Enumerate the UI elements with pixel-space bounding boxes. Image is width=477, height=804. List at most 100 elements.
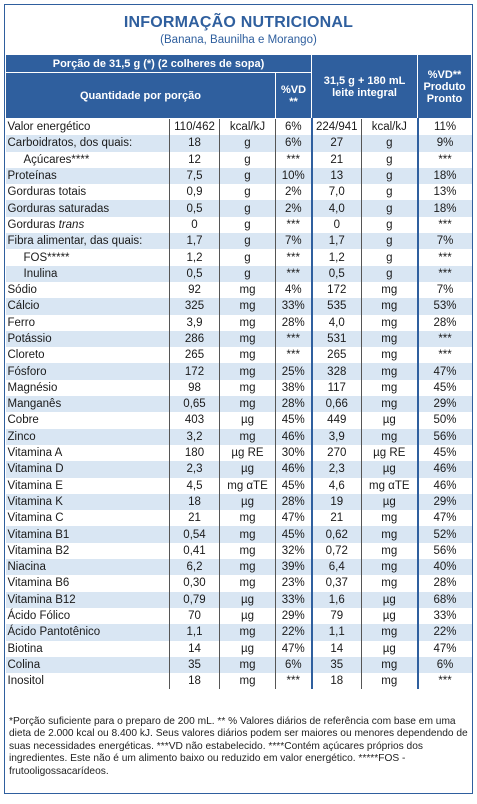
vd-cell: 47% (274, 510, 312, 527)
value-cell: 0,62 (310, 526, 362, 543)
value-cell: 1,2 (310, 249, 362, 266)
nutrient-row: Ácido Pantotênico 1,1 mg 22% 1,1 mg 22% (5, 624, 472, 641)
vd-cell: 28% (274, 493, 312, 511)
nutrient-label: Vitamina C (7, 512, 64, 525)
value-cell: 18 (169, 493, 220, 511)
vd-cell: 47% (416, 640, 472, 657)
nutrient-name: Manganês (5, 396, 170, 413)
nutrient-row: Proteínas 7,5 g 10% 13 g 18% (5, 167, 472, 185)
unit-cell: g (219, 167, 276, 185)
value-cell: 27 (310, 135, 362, 152)
unit-cell: g (361, 249, 418, 266)
value-cell: 92 (169, 281, 220, 299)
nutrient-label: Vitamina K (7, 495, 63, 508)
vd-cell: 45% (416, 379, 472, 397)
nutrient-row: Cálcio 325 mg 33% 535 mg 53% (5, 298, 472, 315)
value-cell: 172 (169, 363, 220, 380)
unit-cell: mg (361, 347, 418, 364)
vd-cell: 38% (274, 379, 312, 397)
nutrient-name: Cálcio (5, 298, 170, 315)
value-cell: 18 (310, 673, 362, 690)
nutrient-name: Zinco (5, 428, 170, 445)
nutrition-table: Porção de 31,5 g (*) (2 colheres de sopa… (4, 54, 473, 690)
nutrient-label: Biotina (7, 642, 43, 655)
vd-cell: 9% (416, 135, 472, 152)
unit-cell: µg (361, 591, 418, 608)
nutrient-label: Fósforo (7, 365, 47, 378)
nutrient-label: Ácido Fólico (7, 610, 71, 623)
nutrient-name: FOS***** (6, 249, 170, 265)
unit-cell: g (219, 200, 276, 217)
nutrient-label: Vitamina E (7, 479, 63, 492)
vd-cell: 7% (416, 281, 472, 299)
vd-cell: 18% (416, 167, 472, 185)
unit-cell: g (361, 265, 418, 282)
value-cell: 0,79 (169, 591, 220, 608)
value-cell: 6,2 (169, 559, 220, 576)
value-cell: 0,65 (169, 396, 220, 413)
unit-cell: g (361, 167, 418, 185)
vd-cell: *** (416, 216, 472, 234)
vd-cell: 6% (274, 118, 312, 136)
nutrient-label: Vitamina A (7, 447, 63, 460)
unit-cell: mg (219, 428, 276, 445)
nutrient-label-italic: trans (58, 218, 85, 231)
nutrient-row: Fósforo 172 mg 25% 328 mg 47% (5, 363, 472, 380)
unit-cell: mg (361, 396, 418, 413)
vd-cell: *** (274, 673, 312, 690)
nutrient-name: Carboidratos, dos quais: (5, 135, 170, 152)
unit-cell: g (361, 216, 418, 234)
value-cell: 110/462 (169, 118, 220, 136)
vd-cell: *** (274, 249, 312, 266)
nutrient-row: Inositol 18 mg *** 18 mg *** (6, 673, 472, 690)
value-cell: 0 (169, 216, 220, 234)
value-cell: 1,1 (169, 624, 220, 641)
nutrient-name: Gorduras trans (6, 217, 170, 233)
nutrient-label: Vitamina B12 (7, 593, 76, 606)
nutrient-row: Gorduras totais 0,9 g 2% 7,0 g 13% (6, 184, 472, 201)
nutrient-label: Ácido Pantotênico (7, 626, 101, 639)
vd-cell: 39% (274, 559, 312, 576)
unit-cell: g (219, 249, 276, 266)
nutrient-row: Vitamina A 180 µg RE 30% 270 µg RE 45% (6, 444, 472, 462)
vd-cell: *** (274, 347, 312, 364)
nutrient-name: Vitamina A (6, 445, 170, 461)
unit-cell: mg αTE (361, 477, 418, 494)
unit-cell: mg (361, 542, 418, 560)
vd-cell: 28% (416, 575, 472, 592)
vd-cell: 33% (274, 591, 312, 608)
vd-cell: 6% (274, 656, 312, 674)
value-cell: 117 (310, 379, 362, 397)
value-cell: 12 (169, 151, 220, 168)
vd-cell: 45% (274, 526, 312, 543)
footnote: *Porção suficiente para o preparo de 200… (9, 716, 468, 777)
unit-cell: mg (219, 542, 276, 560)
vd-cell: *** (416, 673, 472, 690)
value-cell: 4,5 (169, 477, 220, 494)
vd-cell: 11% (416, 118, 472, 136)
vd-cell: 47% (274, 640, 312, 657)
value-cell: 403 (169, 412, 220, 429)
value-cell: 18 (169, 135, 220, 152)
value-cell: 1,1 (310, 624, 362, 641)
value-cell: 35 (310, 656, 362, 674)
unit-cell: g (219, 151, 276, 168)
value-cell: 0,5 (169, 265, 220, 282)
nutrient-name: Cobre (6, 412, 170, 428)
vd-cell: 10% (274, 167, 312, 185)
unit-cell: mg (219, 298, 276, 315)
nutrient-name: Vitamina B12 (5, 591, 170, 608)
vd-cell: 29% (416, 396, 472, 413)
value-cell: 1,6 (310, 591, 362, 608)
vd-cell: 56% (416, 428, 472, 445)
value-cell: 0,9 (169, 184, 220, 201)
value-cell: 70 (169, 607, 220, 625)
nutrient-name: Ferro (6, 315, 170, 331)
unit-cell: µg (219, 640, 276, 657)
value-cell: 18 (169, 673, 220, 690)
vd-cell: 22% (274, 624, 312, 641)
value-cell: 0,30 (169, 575, 220, 592)
value-cell: 0,54 (169, 526, 220, 543)
unit-cell: µg (361, 412, 418, 429)
vd-cell: *** (274, 330, 312, 348)
